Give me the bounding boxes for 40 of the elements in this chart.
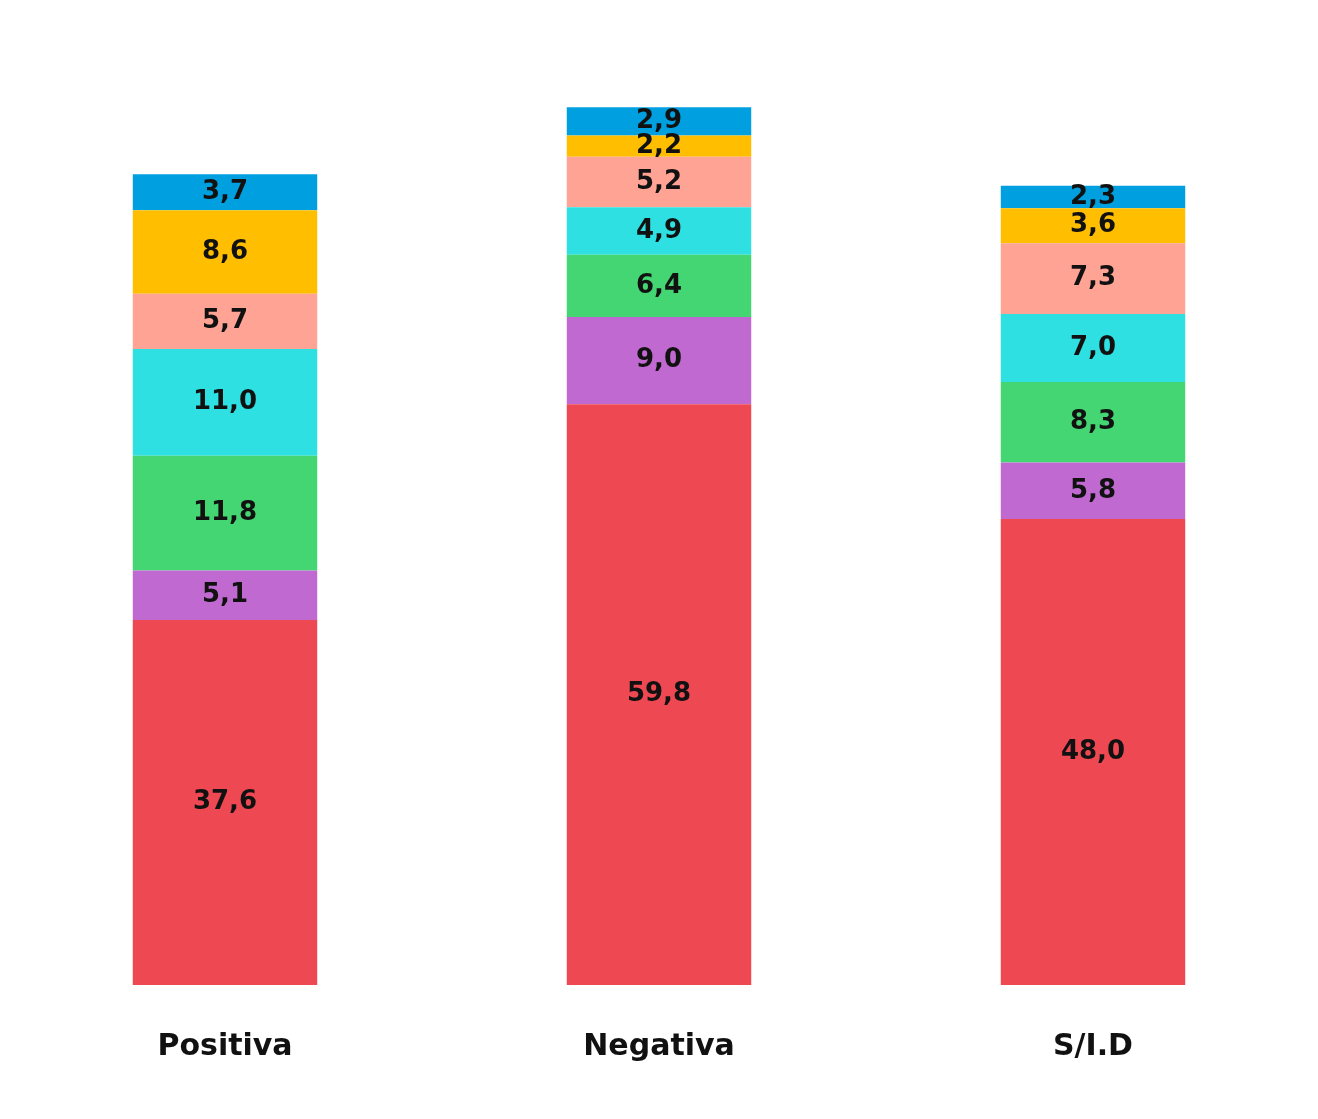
data-label: 11,8 [192,495,258,526]
data-label: 5,1 [201,577,249,608]
bar [132,619,318,985]
bar [566,254,752,317]
bar [132,349,318,456]
bar [132,570,318,620]
data-label: 9,0 [635,343,683,374]
bar [132,174,318,211]
x-tick-label: S/I.D [1052,1026,1134,1062]
bar [1000,243,1186,315]
data-label: 11,0 [192,385,258,416]
x-tick-label: Positiva [157,1026,293,1062]
data-label: 59,8 [626,677,692,708]
data-label: 4,9 [635,213,683,244]
bar [132,455,318,571]
x-tick-label: Negativa [583,1026,735,1062]
data-label: 7,0 [1069,330,1117,361]
data-label: 48,0 [1060,734,1126,765]
bar [1000,208,1186,244]
bar [132,293,318,349]
data-label: 8,3 [1069,405,1117,436]
bar [1000,462,1186,519]
data-label: 2,3 [1069,179,1117,210]
data-label: 37,6 [192,785,258,816]
data-label: 6,4 [635,268,683,299]
bar [566,404,752,985]
data-label: 3,6 [1069,208,1117,239]
data-label: 7,3 [1069,261,1117,292]
bar [566,156,752,208]
bar [1000,314,1186,383]
data-label: 5,7 [201,304,249,335]
data-label: 8,6 [201,234,249,265]
data-label: 5,8 [1069,473,1117,504]
data-label: 5,2 [635,164,683,195]
bar [566,316,752,405]
bar [1000,518,1186,985]
data-label: 3,7 [201,174,249,205]
bar [1000,382,1186,463]
bar [132,210,318,294]
bar [566,207,752,255]
